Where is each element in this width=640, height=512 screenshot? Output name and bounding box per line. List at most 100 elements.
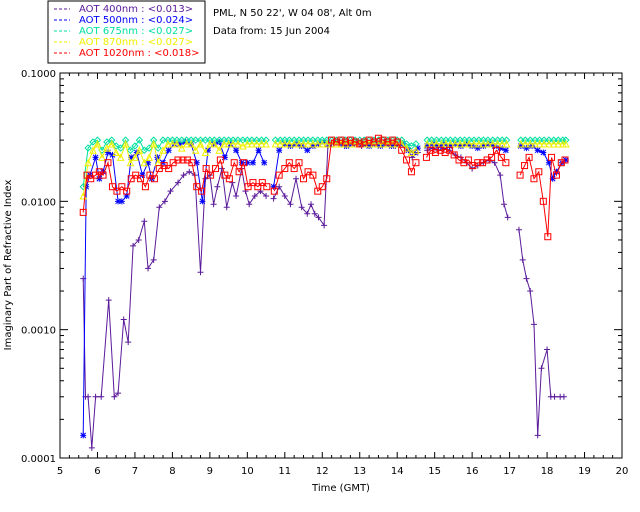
data-point: [343, 142, 350, 149]
data-point: [281, 165, 289, 173]
data-point: [240, 159, 248, 167]
data-point: [177, 143, 186, 152]
data-point: [497, 172, 504, 179]
data-point: [561, 156, 569, 164]
data-point: [356, 140, 364, 148]
data-point: [281, 193, 288, 200]
legend-entry-400nm: AOT 400nm : <0.013>: [54, 4, 193, 15]
data-point: [446, 146, 454, 154]
data-point: [139, 172, 146, 179]
data-point: [379, 136, 387, 144]
series-line: [82, 168, 267, 448]
data-point: [156, 204, 163, 211]
data-point: [221, 171, 229, 179]
data-point: [497, 153, 505, 161]
data-point: [446, 136, 455, 144]
data-point: [517, 142, 524, 149]
data-point: [210, 201, 217, 208]
data-point: [465, 136, 473, 144]
data-point: [201, 148, 210, 157]
data-point: [402, 140, 411, 148]
data-point: [173, 139, 181, 148]
data-point: [243, 139, 252, 148]
data-point: [502, 159, 510, 167]
data-point: [527, 288, 534, 295]
data-point: [141, 183, 149, 191]
data-point: [424, 142, 431, 149]
data-point: [389, 136, 397, 144]
data-point: [432, 139, 441, 148]
data-point: [161, 198, 168, 205]
series-line: [427, 147, 509, 218]
data-point: [538, 365, 545, 372]
data-point: [470, 139, 478, 148]
data-point: [492, 146, 500, 154]
data-point: [309, 142, 316, 149]
data-point: [107, 139, 116, 148]
data-point: [427, 136, 436, 144]
data-point: [516, 171, 524, 179]
data-point: [442, 139, 450, 148]
data-point: [540, 136, 548, 144]
data-point: [539, 197, 547, 205]
data-point: [84, 144, 92, 152]
series-4: [79, 134, 569, 241]
y-axis-ticks: 0.0001 0.0010 0.0100 0.1000: [21, 69, 622, 465]
data-point: [552, 171, 560, 179]
x-tick-label: 19: [578, 466, 591, 477]
data-point: [263, 183, 271, 191]
data-point: [550, 139, 558, 148]
data-point: [159, 146, 167, 154]
x-tick-label: 10: [241, 466, 254, 477]
data-point: [500, 201, 507, 208]
data-point: [104, 149, 111, 156]
x-axis-ticks: 5 6 7 8 9 10 11 12 13 14 15 16 17 18 19 20: [57, 73, 628, 477]
data-point: [322, 139, 331, 148]
data-point: [285, 159, 293, 167]
data-point: [384, 138, 392, 146]
data-point: [562, 156, 569, 163]
data-point: [318, 139, 327, 148]
data-point: [484, 136, 492, 144]
data-point: [115, 198, 122, 205]
data-point: [451, 139, 460, 148]
data-point: [464, 156, 472, 164]
data-point: [99, 171, 107, 179]
data-point: [215, 136, 223, 144]
data-point: [474, 159, 482, 167]
y-tick-label: 0.0001: [21, 454, 56, 465]
data-point: [545, 139, 553, 148]
data-point: [300, 175, 308, 183]
data-point: [126, 146, 135, 154]
data-point: [140, 158, 149, 167]
data-point: [188, 159, 196, 167]
data-point: [293, 175, 300, 182]
data-point: [559, 136, 567, 144]
data-point: [96, 175, 103, 182]
data-point: [252, 136, 261, 144]
data-point: [118, 198, 125, 205]
data-point: [526, 139, 535, 148]
data-point: [534, 432, 541, 439]
data-point: [560, 393, 567, 400]
data-point: [366, 142, 373, 149]
data-point: [246, 201, 253, 208]
data-point: [480, 142, 487, 149]
data-point: [150, 175, 158, 183]
y-tick-label: 0.1000: [21, 69, 56, 80]
data-point: [535, 139, 544, 148]
data-point: [285, 136, 294, 144]
data-point: [341, 139, 350, 148]
data-point: [562, 136, 570, 144]
data-point: [210, 139, 219, 148]
x-tick-label: 9: [207, 466, 213, 477]
data-point: [244, 183, 252, 191]
data-point: [515, 226, 522, 233]
legend-label-675nm: AOT 675nm : <0.027>: [79, 26, 193, 37]
x-tick-label: 16: [466, 466, 479, 477]
data-point: [304, 136, 312, 144]
data-point: [351, 138, 359, 146]
data-point: [175, 179, 182, 186]
data-point: [135, 236, 142, 243]
